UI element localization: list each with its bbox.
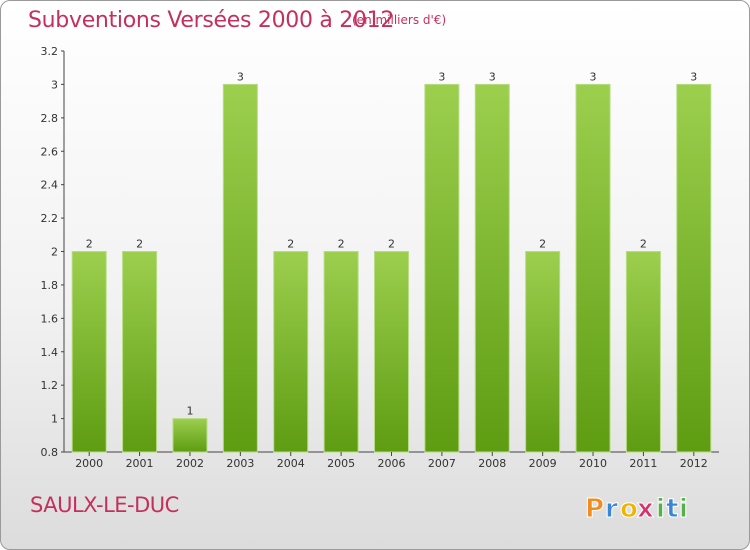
y-tick-label: 1.4 <box>41 346 59 359</box>
bar-2004 <box>273 251 309 453</box>
value-label-2002: 1 <box>186 405 193 418</box>
y-tick-label: 2.6 <box>41 145 59 158</box>
y-tick-label: 0.8 <box>41 446 59 459</box>
x-tick-label-2004: 2004 <box>277 457 305 470</box>
value-label-2008: 3 <box>489 70 496 83</box>
x-tick-label-2009: 2009 <box>529 457 557 470</box>
y-tick-label: 3.2 <box>41 45 59 58</box>
x-tick-label-2006: 2006 <box>378 457 406 470</box>
bar-2010 <box>575 83 611 453</box>
bar-2001 <box>122 251 158 453</box>
chart-title: Subventions Versées 2000 à 2012 <box>28 8 395 33</box>
x-tick-label-2005: 2005 <box>327 457 355 470</box>
value-label-2007: 3 <box>438 70 445 83</box>
x-tick-label-2001: 2001 <box>126 457 154 470</box>
y-tick-label: 1 <box>51 413 58 426</box>
value-label-2011: 2 <box>640 238 647 251</box>
value-label-2005: 2 <box>338 238 345 251</box>
value-label-2006: 2 <box>388 238 395 251</box>
value-label-2001: 2 <box>136 238 143 251</box>
y-tick-label: 2.2 <box>41 212 59 225</box>
bar-2007 <box>424 83 460 453</box>
x-tick-label-2012: 2012 <box>680 457 708 470</box>
brand-letter: x <box>637 494 654 524</box>
y-tick-label: 3 <box>51 78 58 91</box>
bar-2009 <box>525 251 561 453</box>
y-tick-label: 2 <box>51 246 58 259</box>
y-tick-label: 2.4 <box>41 179 59 192</box>
x-tick-label-2010: 2010 <box>579 457 607 470</box>
x-tick-label-2008: 2008 <box>478 457 506 470</box>
bar-2005 <box>323 251 359 453</box>
bar-2008 <box>474 83 510 453</box>
bar-2003 <box>222 83 258 453</box>
y-tick-label: 1.2 <box>41 379 59 392</box>
brand-letter: i <box>679 494 688 524</box>
brand-letter: o <box>620 494 638 524</box>
value-label-2009: 2 <box>539 238 546 251</box>
y-tick-label: 1.8 <box>41 279 59 292</box>
value-label-2003: 3 <box>237 70 244 83</box>
brand-letter: t <box>666 494 678 524</box>
commune-name: SAULX-LE-DUC <box>30 493 179 517</box>
y-tick-label: 1.6 <box>41 312 59 325</box>
bar-2002 <box>172 418 208 453</box>
bar-2012 <box>676 83 712 453</box>
x-tick-label-2007: 2007 <box>428 457 456 470</box>
brand-letter: r <box>605 494 618 524</box>
chart-unit: (en milliers d'€) <box>352 13 447 27</box>
y-tick-label: 2.8 <box>41 112 59 125</box>
bar-2011 <box>625 251 661 453</box>
value-label-2000: 2 <box>86 238 93 251</box>
x-tick-label-2002: 2002 <box>176 457 204 470</box>
x-tick-label-2000: 2000 <box>75 457 103 470</box>
x-tick-label-2003: 2003 <box>226 457 254 470</box>
value-label-2012: 3 <box>690 70 697 83</box>
x-tick-label-2011: 2011 <box>629 457 657 470</box>
value-label-2004: 2 <box>287 238 294 251</box>
brand-letter: i <box>656 494 665 524</box>
bar-2006 <box>374 251 409 453</box>
bar-2000 <box>71 251 107 453</box>
brand-letter: P <box>585 494 604 524</box>
value-label-2010: 3 <box>590 70 597 83</box>
